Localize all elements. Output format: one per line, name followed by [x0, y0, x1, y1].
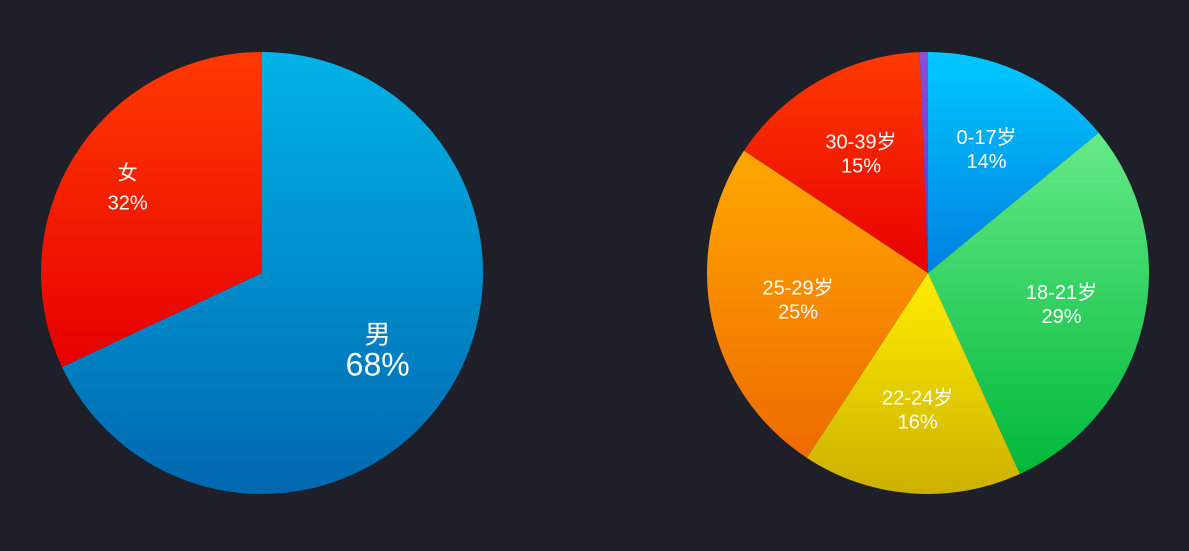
age-slice-5: [919, 52, 928, 273]
age-slice-2: [806, 273, 1020, 495]
gender-slice-value-0: 68%: [346, 347, 410, 383]
age-slice-label-4: 30-39岁: [825, 130, 896, 153]
gender-slice-1: [40, 52, 262, 368]
gender-slice-value-1: 32%: [108, 193, 148, 215]
age-slice-3: [707, 150, 928, 458]
age-slice-label-1: 18-21岁: [1026, 281, 1097, 304]
age-slice-0: [928, 52, 1099, 273]
age-slice-4: [743, 52, 928, 273]
age-slice-label-0: 0-17岁: [957, 126, 1017, 149]
age-slice-value-2: 16%: [898, 412, 938, 434]
age-slice-value-0: 14%: [967, 151, 1007, 173]
age-slice-label-3: 25-29岁: [763, 277, 834, 300]
age-slice-value-4: 15%: [841, 155, 881, 177]
age-slice-value-3: 25%: [778, 302, 818, 324]
gender-slice-label-0: 男: [365, 320, 391, 350]
gender-pie-chart: 男68% 女 32%: [40, 52, 484, 495]
gender-slice-label-1: 女: [118, 162, 138, 185]
gender-slice-0: [62, 52, 484, 495]
age-slice-label-2: 22-24岁: [882, 387, 953, 410]
age-slice-value-1: 29%: [1041, 306, 1081, 328]
age-slice-1: [928, 132, 1150, 474]
